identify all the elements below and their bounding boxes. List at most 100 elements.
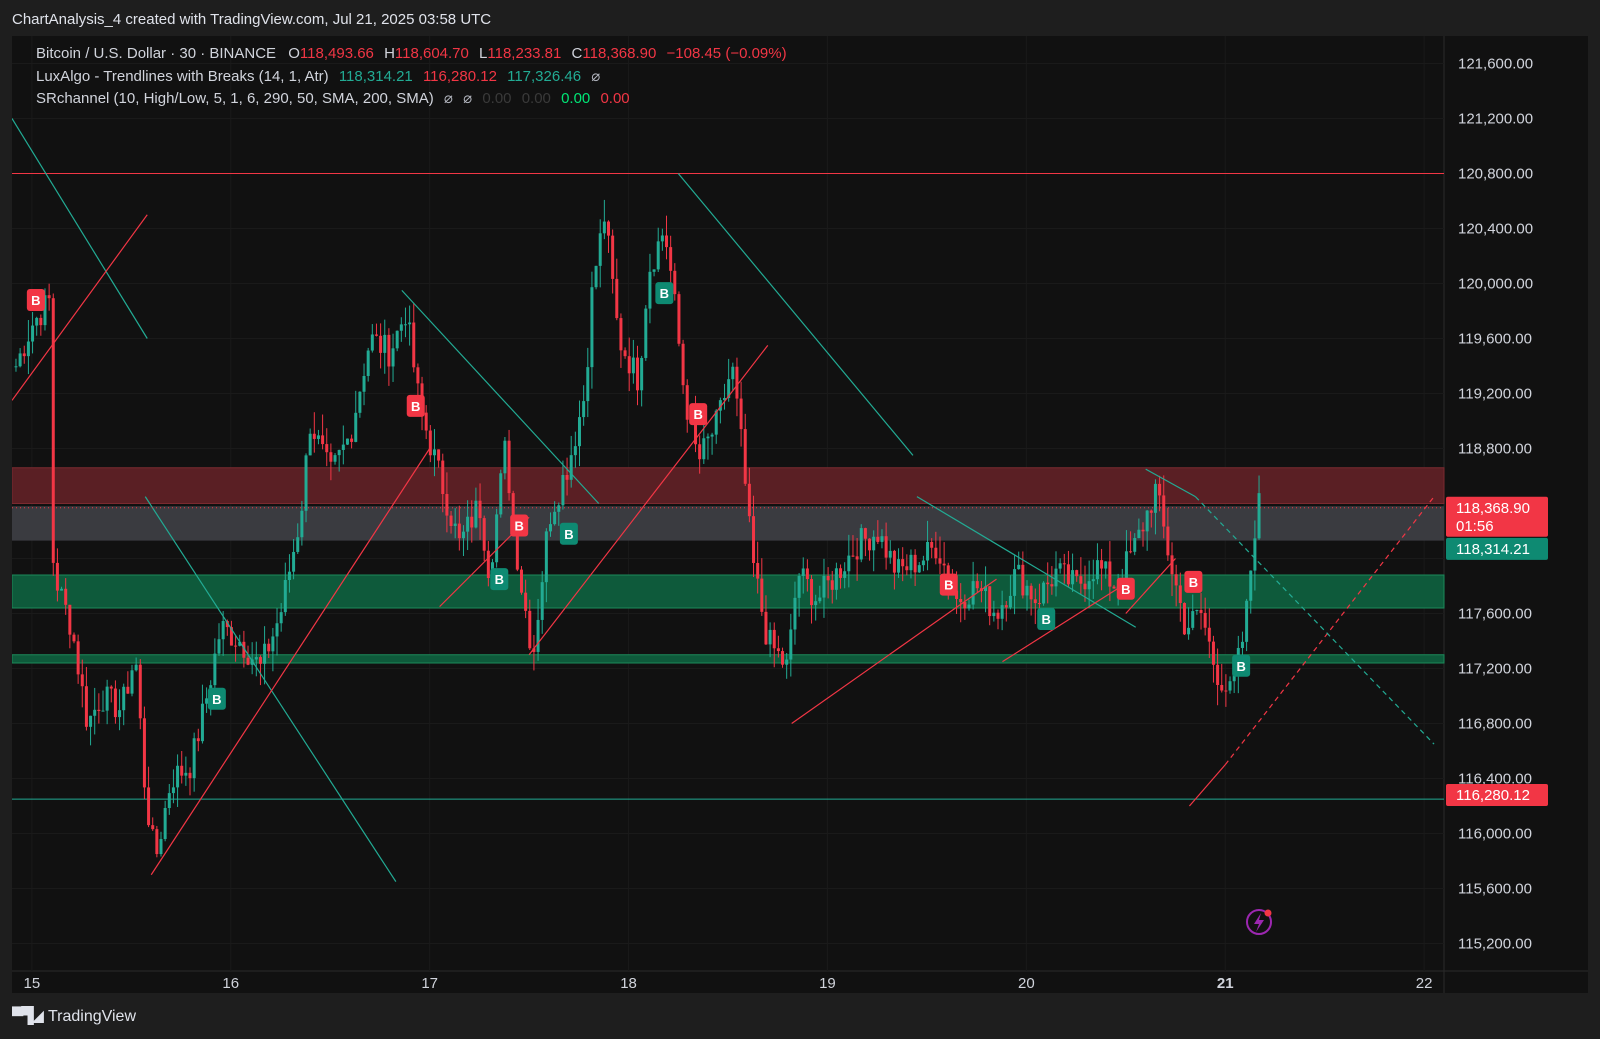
srchannel-value-3: 0.00 xyxy=(561,90,591,107)
candle-body xyxy=(582,401,586,418)
srchannel-indicator-name[interactable]: SRchannel (10, High/Low, 5, 1, 6, 290, 5… xyxy=(36,90,434,107)
chart-panel[interactable]: B B B B B B B B B B B B B 115,200.00 115,600.00 116,000… xyxy=(12,36,1588,993)
candle-body xyxy=(84,686,88,727)
candle-body xyxy=(76,641,80,675)
candle-body xyxy=(138,664,142,719)
luxalgo-value-2: 116,280.12 xyxy=(422,68,497,85)
candle-body xyxy=(167,793,171,809)
luxalgo-legend[interactable]: LuxAlgo - Trendlines with Breaks (14, 1,… xyxy=(36,67,600,85)
candle-body xyxy=(304,455,308,511)
srchannel-legend[interactable]: SRchannel (10, High/Low, 5, 1, 6, 290, 5… xyxy=(36,89,630,107)
trendline xyxy=(150,448,431,876)
x-tick-label: 22 xyxy=(1416,975,1433,992)
candle-body xyxy=(213,653,217,686)
candle-body xyxy=(1203,612,1207,628)
candle-body xyxy=(822,575,826,598)
srchannel-na-icon-1: ⌀ xyxy=(443,90,453,107)
candle-body xyxy=(374,334,378,336)
candle-body xyxy=(834,568,838,590)
candle-body xyxy=(345,438,349,445)
candle-body xyxy=(901,559,905,567)
candle-body xyxy=(267,643,271,652)
candle-body xyxy=(403,324,407,326)
x-tick-label: 16 xyxy=(222,975,239,992)
candle-body xyxy=(250,659,254,665)
candle-body xyxy=(942,563,946,566)
luxalgo-value-3: 117,326.46 xyxy=(507,68,582,85)
candle-body xyxy=(785,659,789,665)
candle-body xyxy=(884,536,888,558)
candle-body xyxy=(623,350,627,357)
candle-body xyxy=(536,619,540,652)
candle-body xyxy=(1071,570,1075,585)
candle-body xyxy=(702,438,706,460)
candle-body xyxy=(263,643,267,664)
candle-body xyxy=(1211,641,1215,665)
candlestick-chart[interactable]: B B B B B B B B B B B B B 115,200.00 115,600.00 116,000… xyxy=(12,36,1588,993)
candle-body xyxy=(51,298,55,563)
y-tick-label: 120,000.00 xyxy=(1458,276,1533,293)
candle-body xyxy=(921,560,925,566)
candle-body xyxy=(524,592,528,611)
candle-body xyxy=(1149,510,1153,513)
candle-body xyxy=(246,657,250,665)
candle-body xyxy=(515,519,519,570)
signal-badge-bear: B xyxy=(510,514,529,537)
signal-badge-label: B xyxy=(693,407,702,422)
candle-body xyxy=(511,493,515,520)
x-tick-label: 17 xyxy=(421,975,438,992)
candle-body xyxy=(271,636,275,652)
candle-body xyxy=(963,602,967,609)
candle-body xyxy=(64,588,68,605)
candle-body xyxy=(1187,627,1191,635)
candle-body xyxy=(1249,570,1253,601)
candle-body xyxy=(607,221,611,236)
signal-badge-box xyxy=(1116,577,1135,600)
candle-body xyxy=(449,515,453,526)
candle-body xyxy=(669,247,673,271)
candle-body xyxy=(694,416,698,445)
candle-body xyxy=(126,686,130,694)
candle-body xyxy=(1166,526,1170,556)
candle-body xyxy=(147,787,151,826)
candle-body xyxy=(180,765,184,776)
last-price-tag-text: 01:56 xyxy=(1456,518,1494,535)
candle-body xyxy=(627,356,631,374)
candle-body xyxy=(872,536,876,551)
lightning-icon-bolt xyxy=(1254,913,1264,932)
tradingview-logo[interactable]: ▀▜◢ TradingView xyxy=(12,1006,136,1026)
candle-body xyxy=(735,366,739,399)
candle-body xyxy=(548,524,552,532)
candle-body xyxy=(1240,641,1244,648)
symbol-legend[interactable]: Bitcoin / U.S. Dollar · 30 · BINANCE O11… xyxy=(36,45,787,62)
upper-trend-tag: 118,314.21 xyxy=(1446,537,1548,560)
candle-body xyxy=(611,235,615,279)
candle-body xyxy=(101,710,105,712)
candle-body xyxy=(577,417,581,447)
candle-body xyxy=(499,473,503,515)
candle-body xyxy=(913,554,917,573)
candle-body xyxy=(441,460,445,495)
candle-body xyxy=(424,412,428,431)
candle-body xyxy=(843,571,847,578)
candle-body xyxy=(553,511,557,525)
zone-support xyxy=(12,574,1445,609)
signal-badge-box xyxy=(207,687,226,710)
candle-body xyxy=(478,500,482,519)
trendline xyxy=(1002,585,1123,663)
symbol-name[interactable]: Bitcoin / U.S. Dollar · 30 · BINANCE xyxy=(36,45,277,62)
candle-body xyxy=(934,547,938,559)
candle-body xyxy=(926,541,930,561)
candle-body xyxy=(109,686,113,689)
upper-trend-tag-text: 118,314.21 xyxy=(1456,541,1530,558)
luxalgo-indicator-name[interactable]: LuxAlgo - Trendlines with Breaks (14, 1,… xyxy=(36,68,329,85)
candle-body xyxy=(428,430,432,456)
candle-body xyxy=(1054,568,1058,587)
candle-body xyxy=(681,343,685,386)
trendline xyxy=(144,496,397,882)
close-label: C xyxy=(571,45,583,62)
candle-body xyxy=(975,581,979,589)
candle-body xyxy=(1066,564,1070,585)
candle-body xyxy=(80,674,84,687)
signal-badge-bear: B xyxy=(1116,577,1135,600)
